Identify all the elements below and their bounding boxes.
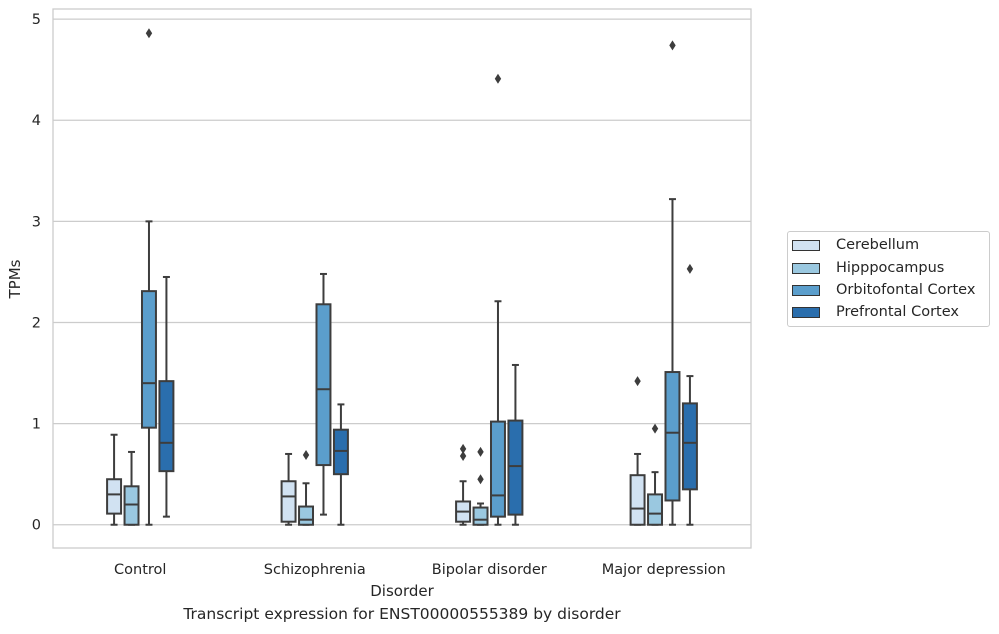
plot-frame	[52, 8, 752, 549]
outlier-point	[459, 443, 467, 454]
box	[455, 443, 472, 526]
box-iqr	[158, 380, 175, 473]
boxes	[106, 28, 698, 526]
box	[158, 275, 175, 518]
y-tick-label: 0	[32, 518, 41, 534]
x-tick-label: Control	[114, 562, 166, 578]
box-iqr	[332, 428, 349, 476]
legend-swatch-prefrontal	[792, 306, 820, 318]
y-axis-label: TPMs	[6, 259, 24, 299]
outlier-point	[651, 423, 659, 434]
y-tick-label: 3	[32, 214, 41, 230]
legend-label-cerebellum: Cerebellum	[836, 237, 920, 253]
grid-lines	[53, 18, 751, 526]
box-iqr	[472, 506, 489, 526]
box-iqr	[280, 480, 297, 523]
box-iqr	[681, 402, 698, 491]
legend-item-prefrontal: Prefrontal Cortex	[792, 302, 959, 322]
y-tick-label: 4	[32, 113, 41, 129]
box-iqr	[647, 493, 664, 526]
box-iqr	[298, 505, 315, 526]
box	[681, 263, 698, 526]
legend-label-orbitofrontal: Orbitofontal Cortex	[836, 282, 976, 298]
y-tick-labels: 0 1 2 3 4 5	[32, 12, 41, 534]
legend-item-orbitofrontal: Orbitofontal Cortex	[792, 280, 975, 300]
box	[472, 446, 489, 526]
outlier-point	[477, 474, 484, 485]
y-tick-label: 1	[32, 417, 41, 433]
x-tick-label: Bipolar disorder	[432, 562, 547, 578]
box	[664, 40, 681, 526]
box	[280, 452, 297, 526]
box-iqr	[629, 474, 646, 526]
box	[315, 272, 332, 516]
legend: Cerebellum Hipppocampus Orbitofontal Cor…	[787, 231, 990, 327]
box-iqr	[140, 290, 157, 429]
outlier-point	[669, 40, 676, 51]
box	[489, 73, 506, 526]
outlier-point	[634, 376, 641, 387]
outlier-point	[302, 449, 310, 460]
box	[629, 376, 646, 526]
legend-swatch-cerebellum	[792, 239, 820, 251]
y-tick-label: 2	[32, 315, 41, 331]
box	[332, 403, 349, 526]
x-tick-labels: Control Schizophrenia Bipolar disorder Majo…	[114, 562, 726, 578]
legend-swatch-orbitofrontal	[792, 284, 820, 296]
box-iqr	[315, 303, 332, 467]
chart-caption: Transcript expression for ENST0000055538…	[183, 605, 621, 623]
legend-swatch-hippocampus	[792, 262, 820, 274]
outlier-point	[145, 28, 153, 39]
box-iqr	[507, 419, 524, 516]
x-tick-label: Schizophrenia	[264, 562, 366, 578]
legend-label-hippocampus: Hipppocampus	[836, 260, 945, 276]
box	[123, 450, 140, 526]
box	[647, 423, 664, 526]
box-iqr	[106, 478, 123, 515]
box-iqr	[664, 371, 681, 502]
legend-label-prefrontal: Prefrontal Cortex	[836, 304, 959, 320]
outlier-point	[494, 73, 502, 84]
outlier-point	[477, 446, 484, 457]
box	[507, 363, 524, 526]
outlier-point	[459, 450, 467, 461]
x-axis-label: Disorder	[370, 582, 434, 600]
legend-item-hippocampus: Hipppocampus	[792, 258, 944, 278]
y-tick-label: 5	[32, 12, 41, 28]
x-tick-label: Major depression	[602, 562, 726, 578]
box	[298, 449, 315, 526]
outlier-point	[686, 263, 694, 274]
legend-item-cerebellum: Cerebellum	[792, 235, 919, 255]
box	[140, 28, 157, 526]
box-iqr	[123, 485, 140, 526]
box	[106, 433, 123, 526]
box-iqr	[489, 420, 506, 518]
